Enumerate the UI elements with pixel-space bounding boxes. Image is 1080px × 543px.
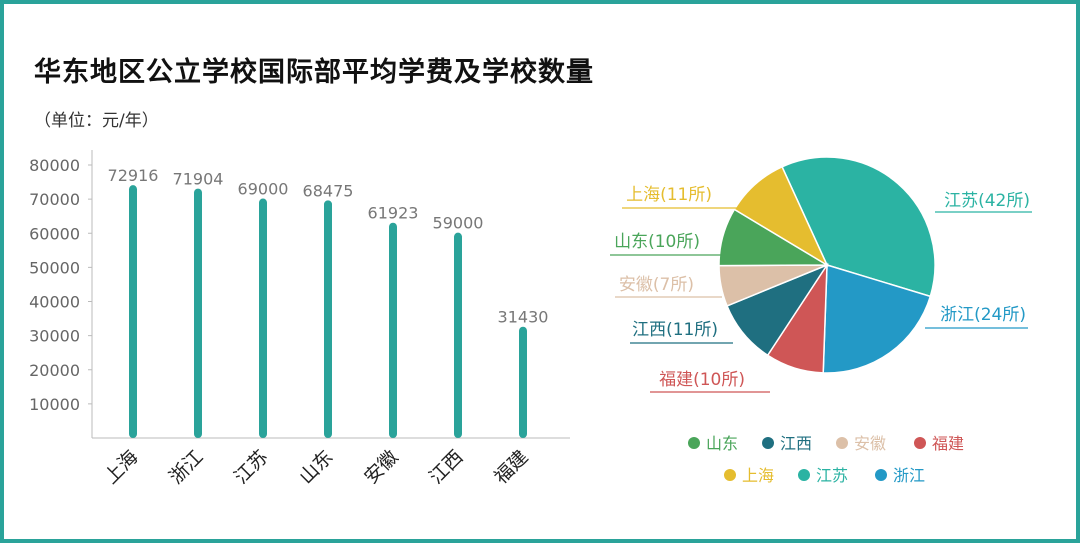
legend-label: 江苏 [816, 466, 848, 485]
bar-value-label: 68475 [303, 181, 354, 200]
x-tick-label: 安徽 [360, 446, 402, 488]
bar-value-label: 31430 [498, 308, 549, 327]
y-tick-label: 20000 [29, 361, 80, 380]
pie-slice-label: 上海(11所) [626, 185, 712, 205]
pie-slice-label: 安徽(7所) [619, 275, 694, 295]
pie-slice [781, 156, 936, 298]
legend-swatch [836, 437, 848, 449]
y-tick-label: 10000 [29, 395, 80, 414]
x-tick-label: 浙江 [165, 446, 207, 488]
x-tick-label: 江西 [425, 446, 467, 488]
legend-label: 福建 [932, 434, 964, 453]
legend-swatch [762, 437, 774, 449]
y-tick-label: 40000 [29, 293, 80, 312]
legend-swatch [875, 469, 887, 481]
legend-label: 山东 [706, 434, 738, 453]
legend-swatch [688, 437, 700, 449]
bar-chart: 10000 20000 30000 40000 50000 60000 70000 80000… [29, 150, 570, 488]
pie-slice-label: 江苏(42所) [944, 191, 1030, 211]
legend-swatch [914, 437, 926, 449]
page-title: 华东地区公立学校国际部平均学费及学校数量 [34, 57, 594, 88]
bar-value-label: 71904 [173, 170, 224, 189]
legend-label: 上海 [742, 466, 774, 485]
y-tick-label: 80000 [29, 156, 80, 175]
x-tick-label: 上海 [100, 446, 142, 488]
legend-swatch [724, 469, 736, 481]
bar-value-label: 61923 [368, 204, 419, 223]
legend-swatch [798, 469, 810, 481]
y-tick-label: 30000 [29, 327, 80, 346]
bar-value-label: 69000 [238, 180, 289, 199]
pie-slice [733, 165, 829, 267]
y-tick-label: 50000 [29, 258, 80, 277]
bar-value-label: 72916 [108, 166, 159, 185]
pie-slice-label: 浙江(24所) [940, 305, 1026, 325]
bar-value-label: 59000 [433, 214, 484, 233]
pie-slice-label: 江西(11所) [632, 320, 718, 340]
x-tick-label: 江苏 [230, 446, 272, 488]
y-tick-label: 60000 [29, 224, 80, 243]
legend-label: 江西 [780, 434, 812, 453]
unit-label: （单位：元/年） [34, 111, 159, 131]
pie-slice-label: 福建(10所) [659, 370, 745, 390]
legend-label: 浙江 [893, 466, 925, 485]
legend-label: 安徽 [854, 434, 886, 453]
pie-slice-label: 山东(10所) [614, 232, 700, 252]
x-tick-label: 山东 [295, 446, 337, 488]
pie-chart: 江苏(42所) 浙江(24所) 福建(10所) 江西(11所) 安徽(7所) 山东(10所… [610, 156, 1032, 393]
pie-slice [822, 263, 932, 374]
y-tick-label: 70000 [29, 190, 80, 209]
x-tick-label: 福建 [490, 446, 532, 488]
